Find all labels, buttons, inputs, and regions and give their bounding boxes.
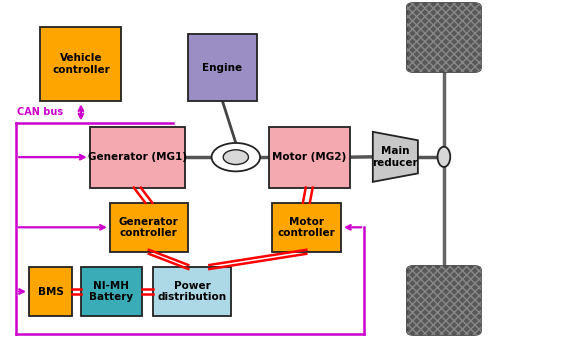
Text: CAN bus: CAN bus: [17, 107, 63, 117]
FancyBboxPatch shape: [407, 3, 481, 72]
Text: Motor (MG2): Motor (MG2): [272, 152, 346, 162]
Text: Motor
controller: Motor controller: [277, 217, 335, 238]
Circle shape: [212, 143, 260, 171]
Bar: [269, 127, 350, 188]
Ellipse shape: [438, 147, 450, 167]
Polygon shape: [373, 132, 418, 182]
Text: Engine: Engine: [202, 63, 243, 73]
Bar: [40, 27, 121, 101]
FancyBboxPatch shape: [407, 266, 481, 335]
Bar: [81, 267, 142, 316]
Bar: [29, 267, 72, 316]
Text: Generator (MG1): Generator (MG1): [88, 152, 187, 162]
Text: Vehicle
controller: Vehicle controller: [52, 53, 110, 75]
Text: NI-MH
Battery: NI-MH Battery: [89, 281, 134, 302]
Bar: [110, 203, 188, 252]
Circle shape: [223, 150, 249, 165]
Text: Main
reducer: Main reducer: [373, 146, 418, 168]
Bar: [188, 34, 257, 101]
Text: Generator
controller: Generator controller: [119, 217, 179, 238]
Bar: [153, 267, 231, 316]
Bar: [272, 203, 341, 252]
Text: BMS: BMS: [38, 287, 64, 296]
Bar: [90, 127, 185, 188]
Text: Power
distribution: Power distribution: [158, 281, 227, 302]
